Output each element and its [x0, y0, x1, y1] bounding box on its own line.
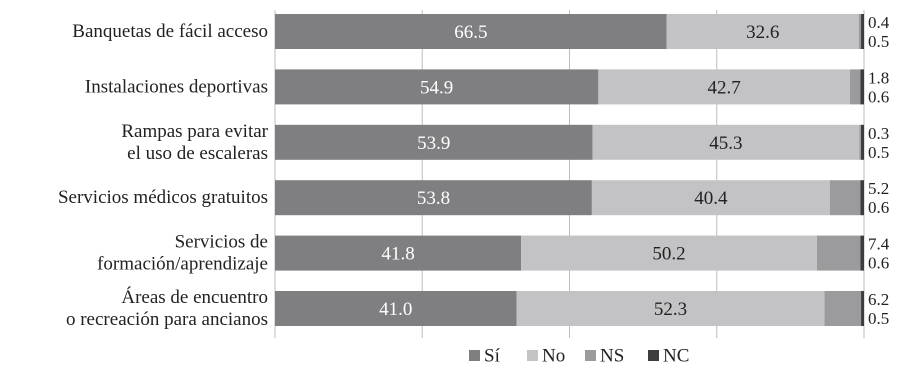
bar-ns-0	[858, 14, 862, 49]
data-label-ns: 6.2	[868, 290, 889, 309]
data-label-ns: 7.4	[868, 235, 890, 254]
category-label: Rampas para evitar	[121, 121, 268, 142]
bar-ns-4	[816, 235, 861, 271]
bar-si-3	[275, 180, 592, 216]
bar-ns-2	[859, 124, 862, 160]
data-label: 41.0	[379, 299, 412, 320]
bar-nc-2	[861, 124, 864, 160]
legend: Sí No NS NC	[469, 346, 689, 367]
category-label: Banquetas de fácil acceso	[72, 21, 268, 42]
bar-no-3	[591, 180, 830, 216]
data-label-nc: 0.5	[868, 309, 889, 328]
data-label: 45.3	[709, 133, 742, 154]
bar-nc-0	[861, 14, 864, 49]
bar-ns-3	[829, 180, 861, 216]
data-label: 42.7	[707, 77, 740, 98]
data-label-nc: 0.6	[868, 198, 889, 217]
legend-swatch	[648, 350, 659, 361]
bar-nc-4	[860, 235, 864, 271]
bars: 66.5 32.6 54.9 42.7 53.9 45.3 53.8 40.4 41.8 50.2…	[275, 14, 864, 326]
outside-value-labels: 0.40.51.80.60.30.55.20.67.40.66.20.5	[868, 13, 890, 328]
data-label-ns: 5.2	[868, 179, 889, 198]
data-label-ns: 0.4	[868, 13, 890, 32]
bar-no-0	[666, 14, 859, 49]
bar-nc-5	[861, 291, 864, 326]
data-label-ns: 1.8	[868, 68, 889, 87]
data-label-ns: 0.3	[868, 124, 889, 143]
bar-no-1	[598, 69, 850, 105]
data-label-nc: 0.6	[868, 87, 889, 106]
bar-no-4	[521, 235, 817, 271]
data-label: 52.3	[654, 299, 687, 320]
legend-label: Sí	[484, 346, 501, 367]
legend-label: NS	[600, 346, 624, 367]
bar-ns-5	[824, 291, 862, 326]
gridlines	[274, 10, 865, 338]
category-label: Servicios de	[175, 232, 268, 253]
data-label: 66.5	[454, 22, 487, 43]
legend-swatch	[469, 350, 480, 361]
data-label-nc: 0.6	[868, 254, 889, 273]
bar-si-1	[275, 69, 599, 105]
legend-swatch	[527, 350, 538, 361]
data-label: 54.9	[420, 77, 453, 98]
data-label: 53.9	[417, 133, 450, 154]
bar-si-0	[275, 14, 667, 49]
legend-label: No	[542, 346, 565, 367]
data-label: 53.8	[417, 188, 450, 209]
bar-no-5	[516, 291, 825, 326]
data-label: 40.4	[694, 188, 728, 209]
legend-swatch	[585, 350, 596, 361]
bar-si-4	[275, 235, 522, 271]
data-label-nc: 0.5	[868, 143, 889, 162]
category-labels: Banquetas de fácil acceso Instalaciones d…	[58, 21, 269, 330]
data-label: 32.6	[746, 22, 779, 43]
category-label: Servicios médicos gratuitos	[58, 187, 268, 208]
bar-si-5	[275, 291, 517, 326]
bar-nc-3	[860, 180, 864, 216]
legend-label: NC	[663, 346, 689, 367]
data-label: 50.2	[652, 244, 685, 265]
category-label: el uso de escaleras	[127, 143, 268, 164]
data-label: 41.8	[381, 244, 414, 265]
category-label: Instalaciones deportivas	[85, 76, 268, 97]
data-label-nc: 0.5	[868, 32, 889, 51]
bar-si-2	[275, 124, 593, 160]
category-label: o recreación para ancianos	[66, 309, 268, 330]
bar-nc-1	[860, 69, 864, 105]
category-label: Áreas de encuentro	[121, 286, 268, 308]
bar-ns-1	[849, 69, 861, 105]
bar-no-2	[592, 124, 860, 160]
category-label: formación/aprendizaje	[97, 254, 268, 275]
